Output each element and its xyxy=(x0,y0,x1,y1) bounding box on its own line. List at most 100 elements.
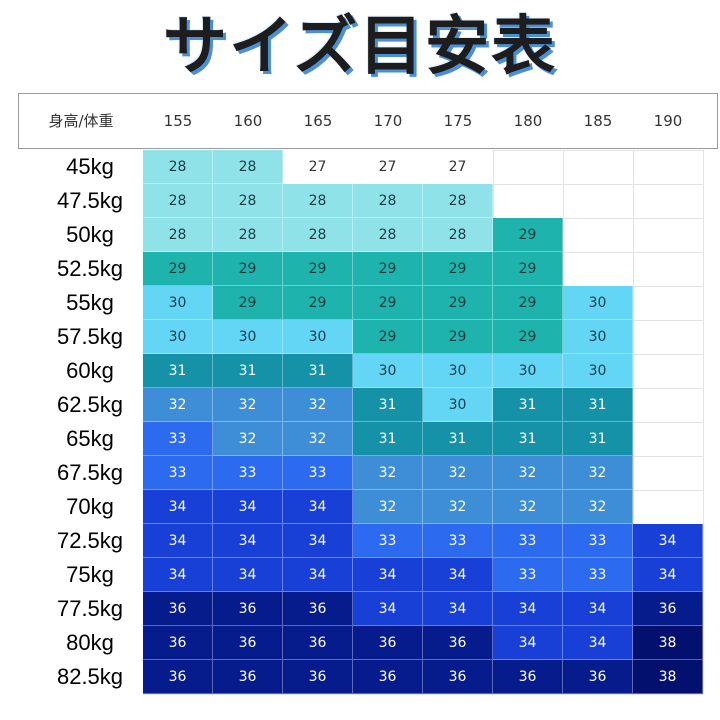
size-cell: 34 xyxy=(143,524,213,558)
size-cell: 30 xyxy=(143,286,213,320)
size-cell: 36 xyxy=(563,660,633,694)
size-cell: 33 xyxy=(213,456,283,490)
size-cell: 28 xyxy=(423,184,493,218)
corner-label: 身高/体重 xyxy=(48,112,114,130)
size-cell: 28 xyxy=(213,150,283,184)
size-cell: 34 xyxy=(283,558,353,592)
size-cell: 30 xyxy=(213,320,283,354)
size-cell: 32 xyxy=(423,490,493,524)
size-cell: 31 xyxy=(423,422,493,456)
row-label: 52.5kg xyxy=(56,256,124,281)
size-cell: 36 xyxy=(423,626,493,660)
size-cell: 31 xyxy=(353,422,423,456)
size-cell: 34 xyxy=(493,592,563,626)
size-cell: 31 xyxy=(213,354,283,388)
size-cell: 34 xyxy=(563,626,633,660)
size-cell: 32 xyxy=(353,490,423,524)
size-cell: 27 xyxy=(283,150,353,184)
size-cell: 29 xyxy=(213,286,283,320)
size-cell: 33 xyxy=(423,524,493,558)
size-cell xyxy=(563,184,633,218)
size-cell xyxy=(633,150,703,184)
size-cell: 34 xyxy=(143,490,213,524)
size-cell: 28 xyxy=(213,218,283,252)
size-cell: 30 xyxy=(563,354,633,388)
size-cell: 33 xyxy=(563,558,633,592)
size-cell: 36 xyxy=(213,592,283,626)
size-cell: 34 xyxy=(353,558,423,592)
size-cell: 30 xyxy=(563,320,633,354)
size-cell: 36 xyxy=(423,660,493,694)
size-cell: 36 xyxy=(353,660,423,694)
size-cell: 38 xyxy=(633,626,703,660)
size-cell: 28 xyxy=(283,184,353,218)
size-cell: 31 xyxy=(493,388,563,422)
size-cell: 36 xyxy=(213,626,283,660)
column-header: 185 xyxy=(583,112,613,130)
row-label: 60kg xyxy=(66,358,114,383)
size-cell: 28 xyxy=(213,184,283,218)
table-header: 身高/体重 155 160 165 170 175 180 185 190 xyxy=(18,93,718,149)
chart-title: サイズ目安表 xyxy=(162,10,558,84)
size-cell: 29 xyxy=(493,320,563,354)
size-cell: 34 xyxy=(563,592,633,626)
size-cell xyxy=(563,252,633,286)
size-cell: 30 xyxy=(283,320,353,354)
size-cell: 31 xyxy=(353,388,423,422)
size-cell: 29 xyxy=(283,252,353,286)
size-cell: 32 xyxy=(143,388,213,422)
size-cell: 29 xyxy=(493,286,563,320)
size-cell: 30 xyxy=(423,354,493,388)
column-header: 190 xyxy=(653,112,683,130)
size-cell: 33 xyxy=(493,558,563,592)
size-cell: 36 xyxy=(493,660,563,694)
row-label: 67.5kg xyxy=(56,460,124,485)
size-cell: 34 xyxy=(143,558,213,592)
size-cell: 29 xyxy=(283,286,353,320)
size-cell: 29 xyxy=(353,320,423,354)
size-cell: 34 xyxy=(283,524,353,558)
size-cell: 36 xyxy=(633,592,703,626)
size-cell: 29 xyxy=(423,252,493,286)
column-header: 160 xyxy=(233,112,263,130)
row-label: 47.5kg xyxy=(56,188,124,213)
size-cell: 34 xyxy=(633,558,703,592)
size-cell xyxy=(563,218,633,252)
size-cell: 36 xyxy=(143,660,213,694)
size-cell: 32 xyxy=(493,456,563,490)
size-cell: 28 xyxy=(143,150,213,184)
row-label: 62.5kg xyxy=(56,392,124,417)
size-cell: 33 xyxy=(563,524,633,558)
size-cell xyxy=(633,218,703,252)
size-cell: 36 xyxy=(283,592,353,626)
size-cell: 32 xyxy=(493,490,563,524)
size-cell: 30 xyxy=(423,388,493,422)
size-cell: 28 xyxy=(423,218,493,252)
row-label: 82.5kg xyxy=(56,664,124,689)
size-cell: 28 xyxy=(353,184,423,218)
size-cell: 36 xyxy=(283,626,353,660)
size-cell: 28 xyxy=(353,218,423,252)
size-cell xyxy=(633,286,703,320)
size-cell: 29 xyxy=(353,252,423,286)
row-label: 77.5kg xyxy=(56,596,124,621)
size-cell: 30 xyxy=(353,354,423,388)
size-cell: 34 xyxy=(493,626,563,660)
size-cell: 36 xyxy=(143,626,213,660)
row-label: 45kg xyxy=(66,154,114,179)
row-label: 70kg xyxy=(66,494,114,519)
size-cell: 31 xyxy=(563,422,633,456)
size-cell: 32 xyxy=(353,456,423,490)
size-cell: 34 xyxy=(423,558,493,592)
size-cell xyxy=(493,184,563,218)
size-cell: 27 xyxy=(423,150,493,184)
size-cell xyxy=(563,150,633,184)
size-cell: 29 xyxy=(353,286,423,320)
size-cell: 32 xyxy=(563,456,633,490)
size-cell: 30 xyxy=(143,320,213,354)
size-cell: 32 xyxy=(563,490,633,524)
size-cell: 33 xyxy=(143,422,213,456)
size-cell xyxy=(633,354,703,388)
size-cell: 33 xyxy=(353,524,423,558)
size-cell: 28 xyxy=(283,218,353,252)
